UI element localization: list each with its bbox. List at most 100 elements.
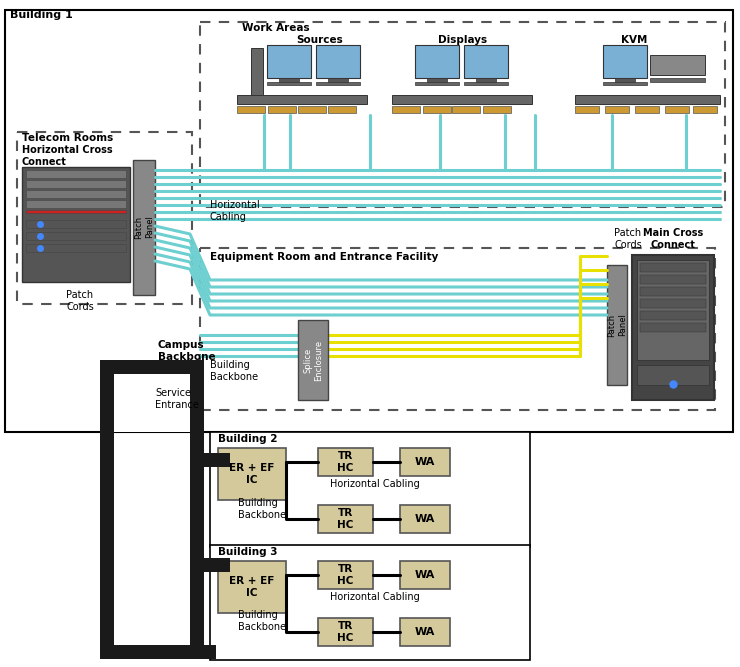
Bar [464,82,508,85]
Text: Splice
Enclosure: Splice Enclosure [303,340,323,381]
Bar [603,45,647,78]
Bar [210,545,530,660]
Bar [392,95,532,104]
Text: Equipment Room and Entrance Facility: Equipment Room and Entrance Facility [210,252,438,262]
Text: TR
HC: TR HC [337,621,353,643]
Text: Building 2: Building 2 [218,434,278,444]
Text: Patch
Cords: Patch Cords [614,228,642,250]
Text: Building 3: Building 3 [218,547,278,557]
Text: TR
HC: TR HC [337,451,353,473]
Bar [632,255,714,400]
Bar [26,200,126,208]
Bar [22,167,130,282]
Text: Building
Backbone: Building Backbone [210,360,258,382]
Bar [237,106,265,113]
Bar [640,287,706,296]
Bar [218,448,286,500]
Bar [100,645,216,659]
Bar [603,82,647,85]
Bar [218,561,286,613]
Bar [26,232,126,240]
Bar [318,618,373,646]
Bar [693,106,717,113]
Bar [452,106,480,113]
Bar [268,106,296,113]
Bar [318,505,373,533]
Text: WA: WA [415,570,435,580]
Bar [607,265,627,385]
Text: KVM: KVM [621,35,648,45]
Text: Displays: Displays [438,35,488,45]
Bar [483,106,511,113]
Bar [605,106,629,113]
Bar [298,320,328,400]
Text: WA: WA [415,457,435,467]
Bar [100,370,202,432]
Bar [17,132,192,304]
Bar [26,170,126,178]
Text: Horizontal Cabling: Horizontal Cabling [330,479,420,489]
Bar [100,360,204,374]
Bar [100,360,114,432]
Bar [415,45,459,78]
Text: Work Areas: Work Areas [242,23,309,33]
Bar [665,106,689,113]
Bar [267,45,311,78]
Text: Sources: Sources [297,35,343,45]
Text: Horizontal Cross
Connect: Horizontal Cross Connect [22,145,112,167]
Bar [316,82,360,85]
Bar [26,220,126,228]
Bar [316,45,360,78]
Bar [190,453,230,467]
Text: Main Cross
Connect: Main Cross Connect [643,228,703,250]
Bar [400,618,450,646]
Bar [190,558,230,572]
Bar [640,323,706,332]
Text: TR
HC: TR HC [337,564,353,586]
Bar [640,263,706,272]
Bar [650,55,705,75]
Bar [640,275,706,284]
Bar [26,180,126,188]
Bar [640,299,706,308]
Bar [100,374,114,659]
Bar [415,82,459,85]
Bar [267,82,311,85]
Bar [318,448,373,476]
Text: Patch
Panel: Patch Panel [134,215,154,239]
Bar [200,22,725,207]
Text: WA: WA [415,514,435,524]
Text: Building
Backbone: Building Backbone [238,498,286,520]
Bar [26,190,126,198]
Bar [423,106,451,113]
Bar [400,561,450,589]
Bar [427,78,447,82]
Bar [237,95,367,104]
Bar [298,106,326,113]
Bar [392,106,420,113]
Text: TR
HC: TR HC [337,508,353,530]
Bar [400,505,450,533]
Bar [635,106,659,113]
Bar [637,365,709,385]
Text: ER + EF
IC: ER + EF IC [229,463,275,485]
Bar [133,160,155,295]
Bar [575,106,599,113]
Bar [615,78,635,82]
Text: Service
Entrance: Service Entrance [155,388,199,410]
Bar [328,106,356,113]
Text: Building
Backbone: Building Backbone [238,610,286,632]
Bar [575,95,720,104]
Bar [476,78,496,82]
Bar [251,48,263,98]
Bar [200,248,715,410]
Bar [279,78,299,82]
Bar [210,432,530,547]
Text: Horizontal
Cabling: Horizontal Cabling [210,200,260,221]
Text: Campus
Backbone: Campus Backbone [158,340,215,362]
Bar [26,210,126,213]
Text: Patch
Panel: Patch Panel [608,313,627,337]
Text: ER + EF
IC: ER + EF IC [229,576,275,598]
Bar [637,260,709,360]
Text: WA: WA [415,627,435,637]
